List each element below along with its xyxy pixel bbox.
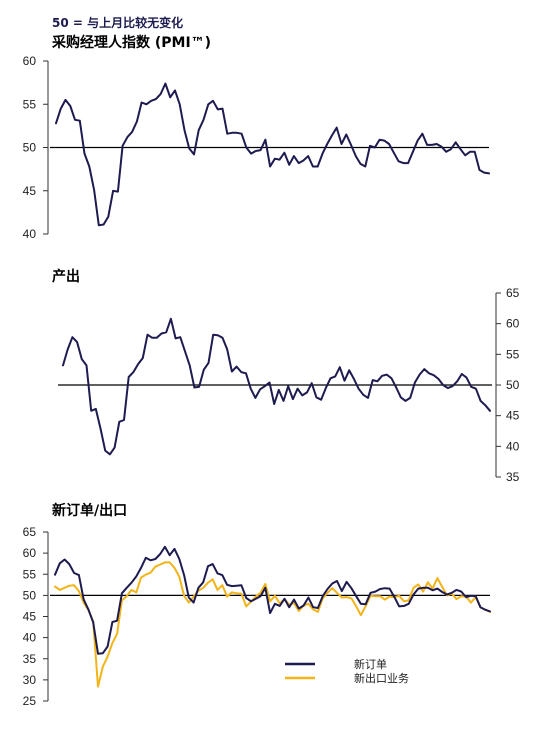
y-tick-label: 45 — [506, 409, 520, 423]
y-tick-label: 55 — [506, 347, 520, 361]
y-tick-label: 40 — [506, 439, 520, 453]
y-tick-label: 40 — [23, 227, 37, 241]
y-tick-label: 50 — [23, 141, 37, 155]
series-line-navy — [62, 317, 491, 456]
y-tick-label: 25 — [23, 694, 37, 708]
y-tick-label: 45 — [23, 610, 37, 624]
series-line-navy — [54, 545, 491, 655]
y-tick-label: 55 — [23, 97, 37, 111]
y-tick-label: 60 — [23, 546, 37, 560]
y-tick-label: 45 — [23, 184, 37, 198]
y-tick-label: 35 — [23, 652, 37, 666]
y-tick-label: 50 — [23, 588, 37, 602]
zero-change-note: 50 = 与上月比较无变化 — [52, 16, 184, 30]
legend-label-gold: 新出口业务 — [354, 671, 409, 685]
y-tick-label: 55 — [23, 567, 37, 581]
y-tick-label: 60 — [506, 317, 520, 331]
y-tick-label: 30 — [23, 673, 37, 687]
y-tick-label: 65 — [506, 286, 520, 300]
y-tick-label: 35 — [506, 470, 520, 484]
chart-title-output: 产出 — [52, 269, 80, 285]
y-tick-label: 40 — [23, 631, 37, 645]
y-tick-label: 65 — [23, 525, 37, 539]
series-line-navy — [55, 82, 490, 227]
legend-label-navy: 新订单 — [354, 657, 387, 671]
y-tick-label: 60 — [23, 54, 37, 68]
chart-title-pmi: 采购经理人指数 (PMI™) — [52, 35, 212, 51]
y-tick-label: 50 — [506, 378, 520, 392]
series-line-gold — [54, 561, 491, 688]
chart-title-new-orders-exports: 新订单/出口 — [52, 503, 128, 519]
